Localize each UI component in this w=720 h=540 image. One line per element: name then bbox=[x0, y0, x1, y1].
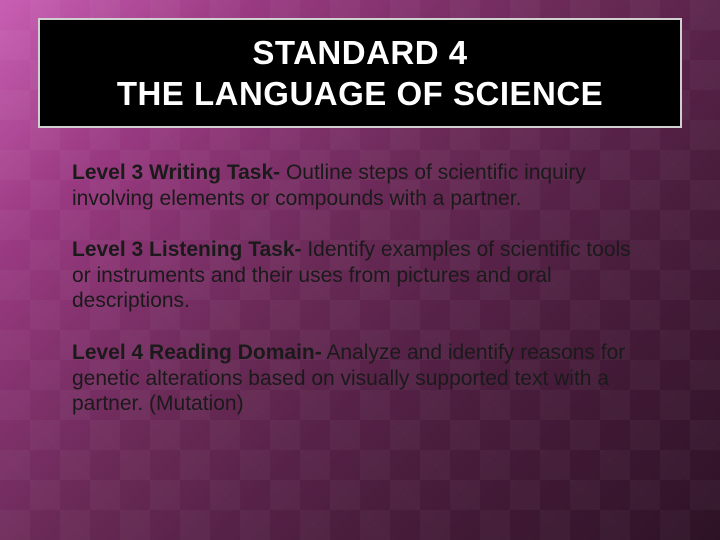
paragraph-listening-task: Level 3 Listening Task- Identify example… bbox=[72, 237, 652, 314]
paragraph-reading-domain: Level 4 Reading Domain- Analyze and iden… bbox=[72, 340, 652, 417]
paragraph-lead: Level 4 Reading Domain- bbox=[72, 341, 322, 364]
body-text-area: Level 3 Writing Task- Outline steps of s… bbox=[72, 160, 652, 443]
paragraph-lead: Level 3 Writing Task- bbox=[72, 161, 280, 184]
title-box: STANDARD 4 THE LANGUAGE OF SCIENCE bbox=[38, 18, 682, 128]
paragraph-lead: Level 3 Listening Task- bbox=[72, 238, 302, 261]
title-line-1: STANDARD 4 bbox=[252, 32, 467, 73]
slide: STANDARD 4 THE LANGUAGE OF SCIENCE Level… bbox=[0, 0, 720, 540]
paragraph-writing-task: Level 3 Writing Task- Outline steps of s… bbox=[72, 160, 652, 211]
title-line-2: THE LANGUAGE OF SCIENCE bbox=[117, 73, 603, 114]
